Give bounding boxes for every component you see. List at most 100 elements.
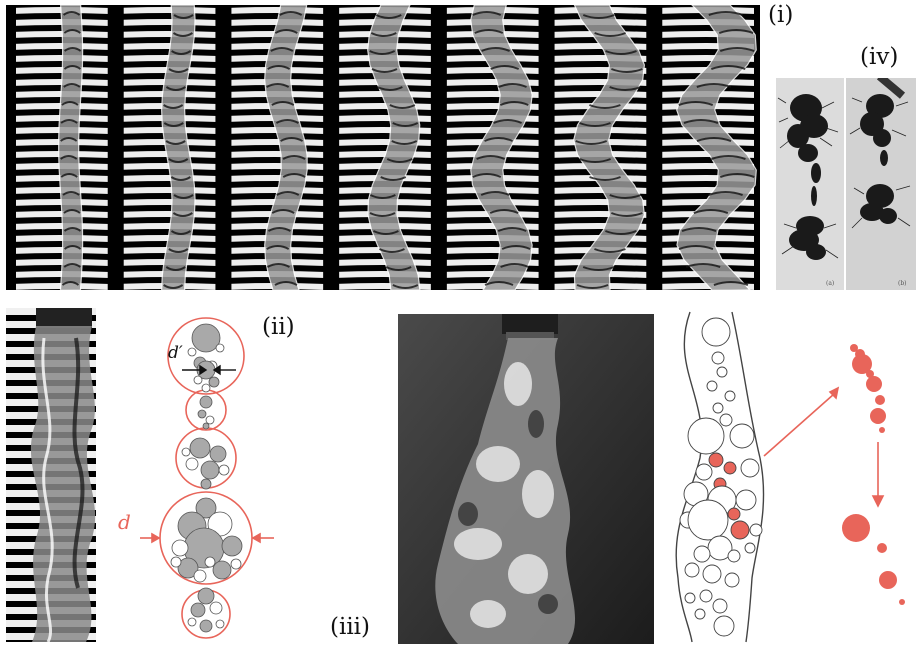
bubble <box>177 557 199 579</box>
bubble <box>202 422 210 430</box>
panel-ii-schematic <box>140 308 300 646</box>
bubble <box>713 615 735 637</box>
bubble <box>199 395 213 409</box>
bubble <box>744 542 756 554</box>
bubble <box>729 423 755 449</box>
bubble <box>706 380 718 392</box>
bubble <box>740 458 760 478</box>
bubble <box>197 587 215 605</box>
bubble <box>712 598 728 614</box>
chain-bubble <box>866 376 882 392</box>
bubble <box>191 323 221 353</box>
bubble <box>185 457 199 471</box>
bubble <box>199 619 213 633</box>
chain-bubble <box>875 395 885 405</box>
d-prime-arrows <box>182 364 236 376</box>
bubble <box>730 520 750 540</box>
cluster-ring <box>167 317 245 395</box>
d-label: d <box>118 510 131 534</box>
chain-arrow-diagonal <box>763 386 840 457</box>
bubble <box>201 383 211 393</box>
bubble <box>209 445 227 463</box>
strip-frame <box>436 5 545 290</box>
bubble <box>727 507 741 521</box>
insect-cluster-bottom-right <box>860 184 897 224</box>
panel-iv-label: (iv) <box>860 44 899 70</box>
panel-ii-label: (ii) <box>262 314 295 340</box>
bubble <box>684 592 696 604</box>
panel-iii-photo <box>398 314 654 644</box>
chain-bubble <box>852 354 872 374</box>
bubble <box>181 447 191 457</box>
bubble <box>749 523 763 537</box>
insect-cluster-top-left <box>787 94 828 206</box>
bubble <box>221 535 243 557</box>
panel-iv-photo: (a) (b) <box>776 78 916 290</box>
panel-iii-label: (iii) <box>330 614 371 640</box>
bubble <box>708 452 724 468</box>
bubble <box>187 617 197 627</box>
chain-bubble <box>842 514 870 542</box>
d-arrows <box>140 532 274 544</box>
chain-bubble <box>899 599 905 605</box>
bubble <box>699 589 713 603</box>
chain-bubble <box>850 344 858 352</box>
bubble <box>171 539 189 557</box>
bubble <box>197 409 207 419</box>
bubble <box>711 351 725 365</box>
bubble <box>189 437 211 459</box>
panel-i-photo-strip <box>6 5 760 290</box>
bubble <box>694 608 706 620</box>
bubble <box>200 460 220 480</box>
inset-a-label: (a) <box>826 280 834 287</box>
bubble <box>170 556 182 568</box>
bubble <box>727 549 741 563</box>
bubble <box>712 402 724 414</box>
panel-iii-schematic <box>660 308 920 646</box>
bubble <box>218 464 230 476</box>
bubble <box>684 562 700 578</box>
chain-bubble <box>879 571 897 589</box>
bubble <box>707 535 733 561</box>
strip-frame <box>544 5 653 290</box>
strip-frame <box>652 5 760 290</box>
strip-frame <box>6 5 114 290</box>
bubble <box>200 478 212 490</box>
strip-frame <box>329 5 437 290</box>
bubble <box>195 497 217 519</box>
insect-cluster-bottom-left <box>789 216 826 260</box>
chain-bubble <box>870 408 886 424</box>
chain-bubble <box>866 370 874 378</box>
strip-frame <box>221 5 330 290</box>
bubble <box>724 572 740 588</box>
insect-cluster-top-right <box>860 94 894 166</box>
panel-ii-photo <box>6 308 96 642</box>
bubble <box>190 602 206 618</box>
strip-frame <box>113 5 222 290</box>
chain-bubble <box>879 427 885 433</box>
bubble <box>215 619 225 629</box>
inset-b-label: (b) <box>898 280 907 287</box>
bubble <box>209 601 223 615</box>
bubble <box>204 556 216 568</box>
bubble <box>205 415 215 425</box>
bubble <box>723 461 737 475</box>
bubble <box>724 390 736 402</box>
chain-arrow-down <box>871 442 885 508</box>
bubble <box>702 564 722 584</box>
bubble <box>208 376 220 388</box>
bubble <box>193 569 207 583</box>
bubble <box>735 489 757 511</box>
bubble <box>719 413 733 427</box>
bubble <box>687 417 725 455</box>
bubble <box>187 347 197 357</box>
bubble <box>695 463 713 481</box>
bubble <box>701 317 731 347</box>
bubble <box>193 375 203 385</box>
bubble <box>230 558 242 570</box>
jet-outline-right <box>731 311 765 643</box>
bubble <box>716 366 728 378</box>
bubble <box>212 560 232 580</box>
chain-bubble <box>877 543 887 553</box>
bubble <box>693 545 711 563</box>
